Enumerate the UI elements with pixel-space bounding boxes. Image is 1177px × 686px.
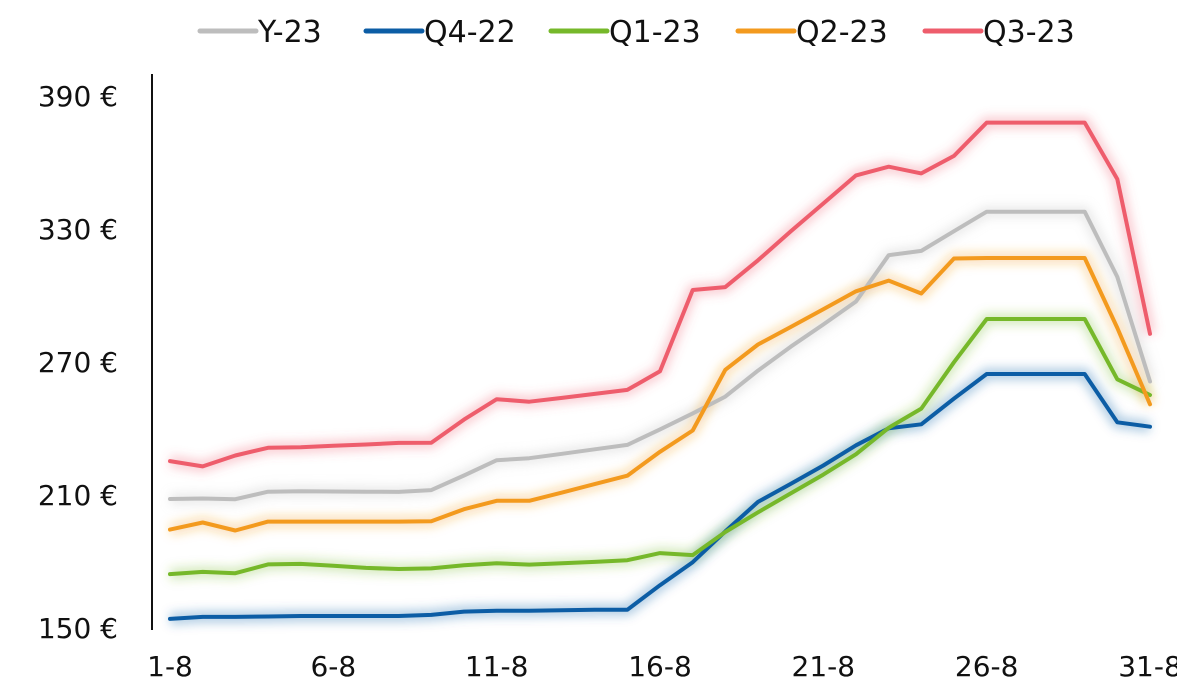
legend-item: Q3-23 <box>922 15 1075 50</box>
y-tick-label: 150 € <box>38 612 118 645</box>
legend-label: Q1-23 <box>609 15 701 50</box>
series-line-q2-23 <box>168 256 1152 533</box>
series-line-q1-23 <box>168 317 1152 577</box>
x-tick-label: 26-8 <box>955 650 1019 683</box>
legend: Y-23 Q4-22 Q1-23 Q2-23 Q3-23 <box>197 15 1075 50</box>
legend-label: Q3-23 <box>983 15 1075 50</box>
legend-label: Y-23 <box>257 15 322 50</box>
y-tick-label: 210 € <box>38 479 118 512</box>
series-layer <box>168 120 1152 621</box>
y-tick-label: 330 € <box>38 213 118 246</box>
legend-item: Q4-22 <box>363 15 516 50</box>
series-line-y-23 <box>168 209 1152 502</box>
x-tick-label: 16-8 <box>628 650 692 683</box>
series-line-q4-22 <box>168 372 1152 621</box>
legend-item: Q2-23 <box>735 15 888 50</box>
series-glow-q3-23 <box>169 116 1156 473</box>
x-tick-label: 31-8 <box>1118 650 1177 683</box>
x-tick-label: 6-8 <box>310 650 356 683</box>
series-line-q3-23 <box>168 120 1152 469</box>
x-axis-tick-labels: 1-8 6-8 11-8 16-8 21-8 26-8 31-8 <box>147 650 1177 683</box>
x-tick-label: 11-8 <box>465 650 529 683</box>
y-axis-tick-labels: 150 € 210 € 270 € 330 € 390 € <box>38 80 118 645</box>
legend-label: Q2-23 <box>796 15 888 50</box>
y-tick-label: 270 € <box>38 346 118 379</box>
x-tick-label: 21-8 <box>792 650 856 683</box>
x-tick-label: 1-8 <box>147 650 193 683</box>
legend-label: Q4-22 <box>424 15 516 50</box>
legend-item: Y-23 <box>197 15 322 50</box>
legend-item: Q1-23 <box>548 15 701 50</box>
y-tick-label: 390 € <box>38 80 118 113</box>
